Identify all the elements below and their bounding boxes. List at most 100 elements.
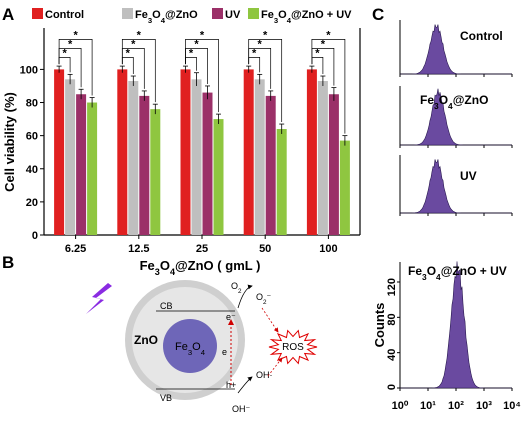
x-tick-label: 6.25 — [65, 243, 86, 255]
significance-bracket — [311, 39, 346, 134]
flow-histogram: UV — [399, 155, 513, 216]
bar — [306, 69, 317, 236]
significance-star: * — [321, 38, 326, 50]
bar — [276, 129, 287, 235]
significance-bracket — [121, 39, 156, 103]
bar — [54, 69, 65, 236]
flow-sample-label: Fe3O4@ZnO — [420, 93, 488, 111]
significance-star: * — [189, 47, 194, 59]
flow-y-tick-label: 0 — [386, 384, 398, 390]
flow-cytometry-panel: Control Fe3O4@ZnO UV Fe3O4@ZnO + UV 0 40 80 120… — [372, 20, 521, 412]
bar — [65, 79, 76, 235]
significance-star: * — [263, 29, 268, 41]
bar-chart-bars — [54, 65, 350, 236]
panel-a-label: A — [2, 5, 14, 24]
flow-peak — [400, 24, 512, 75]
x-tick-label: 12.5 — [128, 243, 149, 255]
bar — [213, 119, 224, 235]
significance-star: * — [194, 38, 199, 50]
fe3o4-core-label: Fe3O4 — [175, 341, 206, 357]
significance-bracket — [248, 39, 283, 123]
cb-label: CB — [160, 301, 173, 311]
bar — [128, 80, 139, 235]
oh-minus-label: OH⁻ — [232, 404, 251, 414]
bar — [76, 94, 87, 236]
bar — [243, 69, 254, 236]
legend-label: Fe3O4@ZnO + UV — [261, 9, 352, 25]
flow-histogram: Fe3O4@ZnO — [399, 86, 513, 148]
y-tick-label: 20 — [26, 197, 38, 209]
y-tick-label: 40 — [26, 164, 38, 176]
flow-sample-label: UV — [460, 169, 477, 183]
flow-x-tick-label: 10⁴ — [503, 400, 521, 412]
bar — [328, 94, 339, 236]
bar — [180, 69, 191, 236]
bar-chart-axes: 0 20 40 60 80 100 6.25 12.5 25 50 100 — [20, 28, 361, 255]
bar — [265, 95, 276, 235]
flow-x-tick-label: 10² — [448, 400, 464, 412]
o2-label: O2 — [231, 281, 242, 295]
bar — [202, 92, 213, 235]
legend-swatch — [122, 8, 133, 19]
significance-bracket — [185, 39, 219, 113]
o2-to-ros-arrow — [261, 307, 279, 333]
flow-histogram: Control — [399, 20, 513, 77]
legend-label: Control — [45, 9, 84, 21]
flow-peak — [400, 261, 512, 389]
flow-x-tick-label: 10¹ — [420, 400, 436, 412]
y-tick-label: 0 — [32, 230, 38, 242]
fe3o4-core — [163, 319, 217, 373]
bar — [150, 109, 161, 235]
flow-y-tick-label: 40 — [386, 349, 398, 361]
panel-b-label: B — [2, 253, 14, 272]
significance-star: * — [326, 29, 331, 41]
legend-label: Fe3O4@ZnO — [135, 9, 198, 25]
x-tick-label: 100 — [319, 243, 337, 255]
bar-chart-legend: Control Fe3O4@ZnO UV Fe3O4@ZnO + UV — [32, 8, 352, 25]
flow-y-axis-label: Counts — [372, 303, 387, 348]
flow-x-tick-label: 10³ — [476, 400, 492, 412]
significance-brackets: *************** — [58, 29, 346, 134]
y-tick-label: 60 — [26, 131, 38, 143]
x-axis-label: Fe3O4@ZnO ( gmL ) — [140, 258, 261, 277]
electron-label: e⁻ — [226, 312, 236, 322]
legend-swatch — [32, 8, 43, 19]
bar — [139, 95, 150, 235]
y-tick-label: 80 — [26, 98, 38, 110]
x-tick-label: 50 — [259, 243, 271, 255]
significance-bracket — [58, 39, 93, 96]
zno-label: ZnO — [134, 333, 158, 347]
e-label: e — [222, 347, 227, 357]
flow-y-tick-label: 80 — [386, 313, 398, 325]
significance-star: * — [126, 47, 131, 59]
significance-star: * — [315, 47, 320, 59]
x-tick-label: 25 — [196, 243, 208, 255]
flow-x-tick-label: 10⁰ — [392, 400, 409, 412]
o2-radical-label: O2⁻ — [256, 292, 272, 306]
panel-c-label: C — [372, 5, 384, 24]
legend-swatch — [212, 8, 223, 19]
vb-label: VB — [160, 393, 172, 403]
significance-star: * — [62, 47, 67, 59]
y-axis-label: Cell viability (%) — [2, 92, 17, 192]
hole-label: h+ — [226, 380, 236, 390]
bar — [117, 69, 128, 236]
cell-viability-bar-chart: Control Fe3O4@ZnO UV Fe3O4@ZnO + UV 0 20 40 60… — [2, 8, 361, 277]
legend-label: UV — [225, 9, 241, 21]
flow-peak — [400, 88, 512, 146]
bar — [87, 102, 98, 236]
flow-sample-label: Fe3O4@ZnO + UV — [408, 264, 507, 282]
o2-arrow — [237, 284, 253, 309]
significance-star: * — [200, 29, 205, 41]
significance-star: * — [258, 38, 263, 50]
oh-arrow — [237, 376, 253, 394]
flow-histogram: Fe3O4@ZnO + UV — [399, 261, 513, 391]
significance-star: * — [252, 47, 257, 59]
significance-star: * — [131, 38, 136, 50]
legend-swatch — [248, 8, 259, 19]
oh-radical-label: OH· — [256, 370, 273, 380]
flow-sample-label: Control — [460, 29, 503, 43]
ros-label: ROS — [282, 342, 304, 353]
significance-star: * — [137, 29, 142, 41]
